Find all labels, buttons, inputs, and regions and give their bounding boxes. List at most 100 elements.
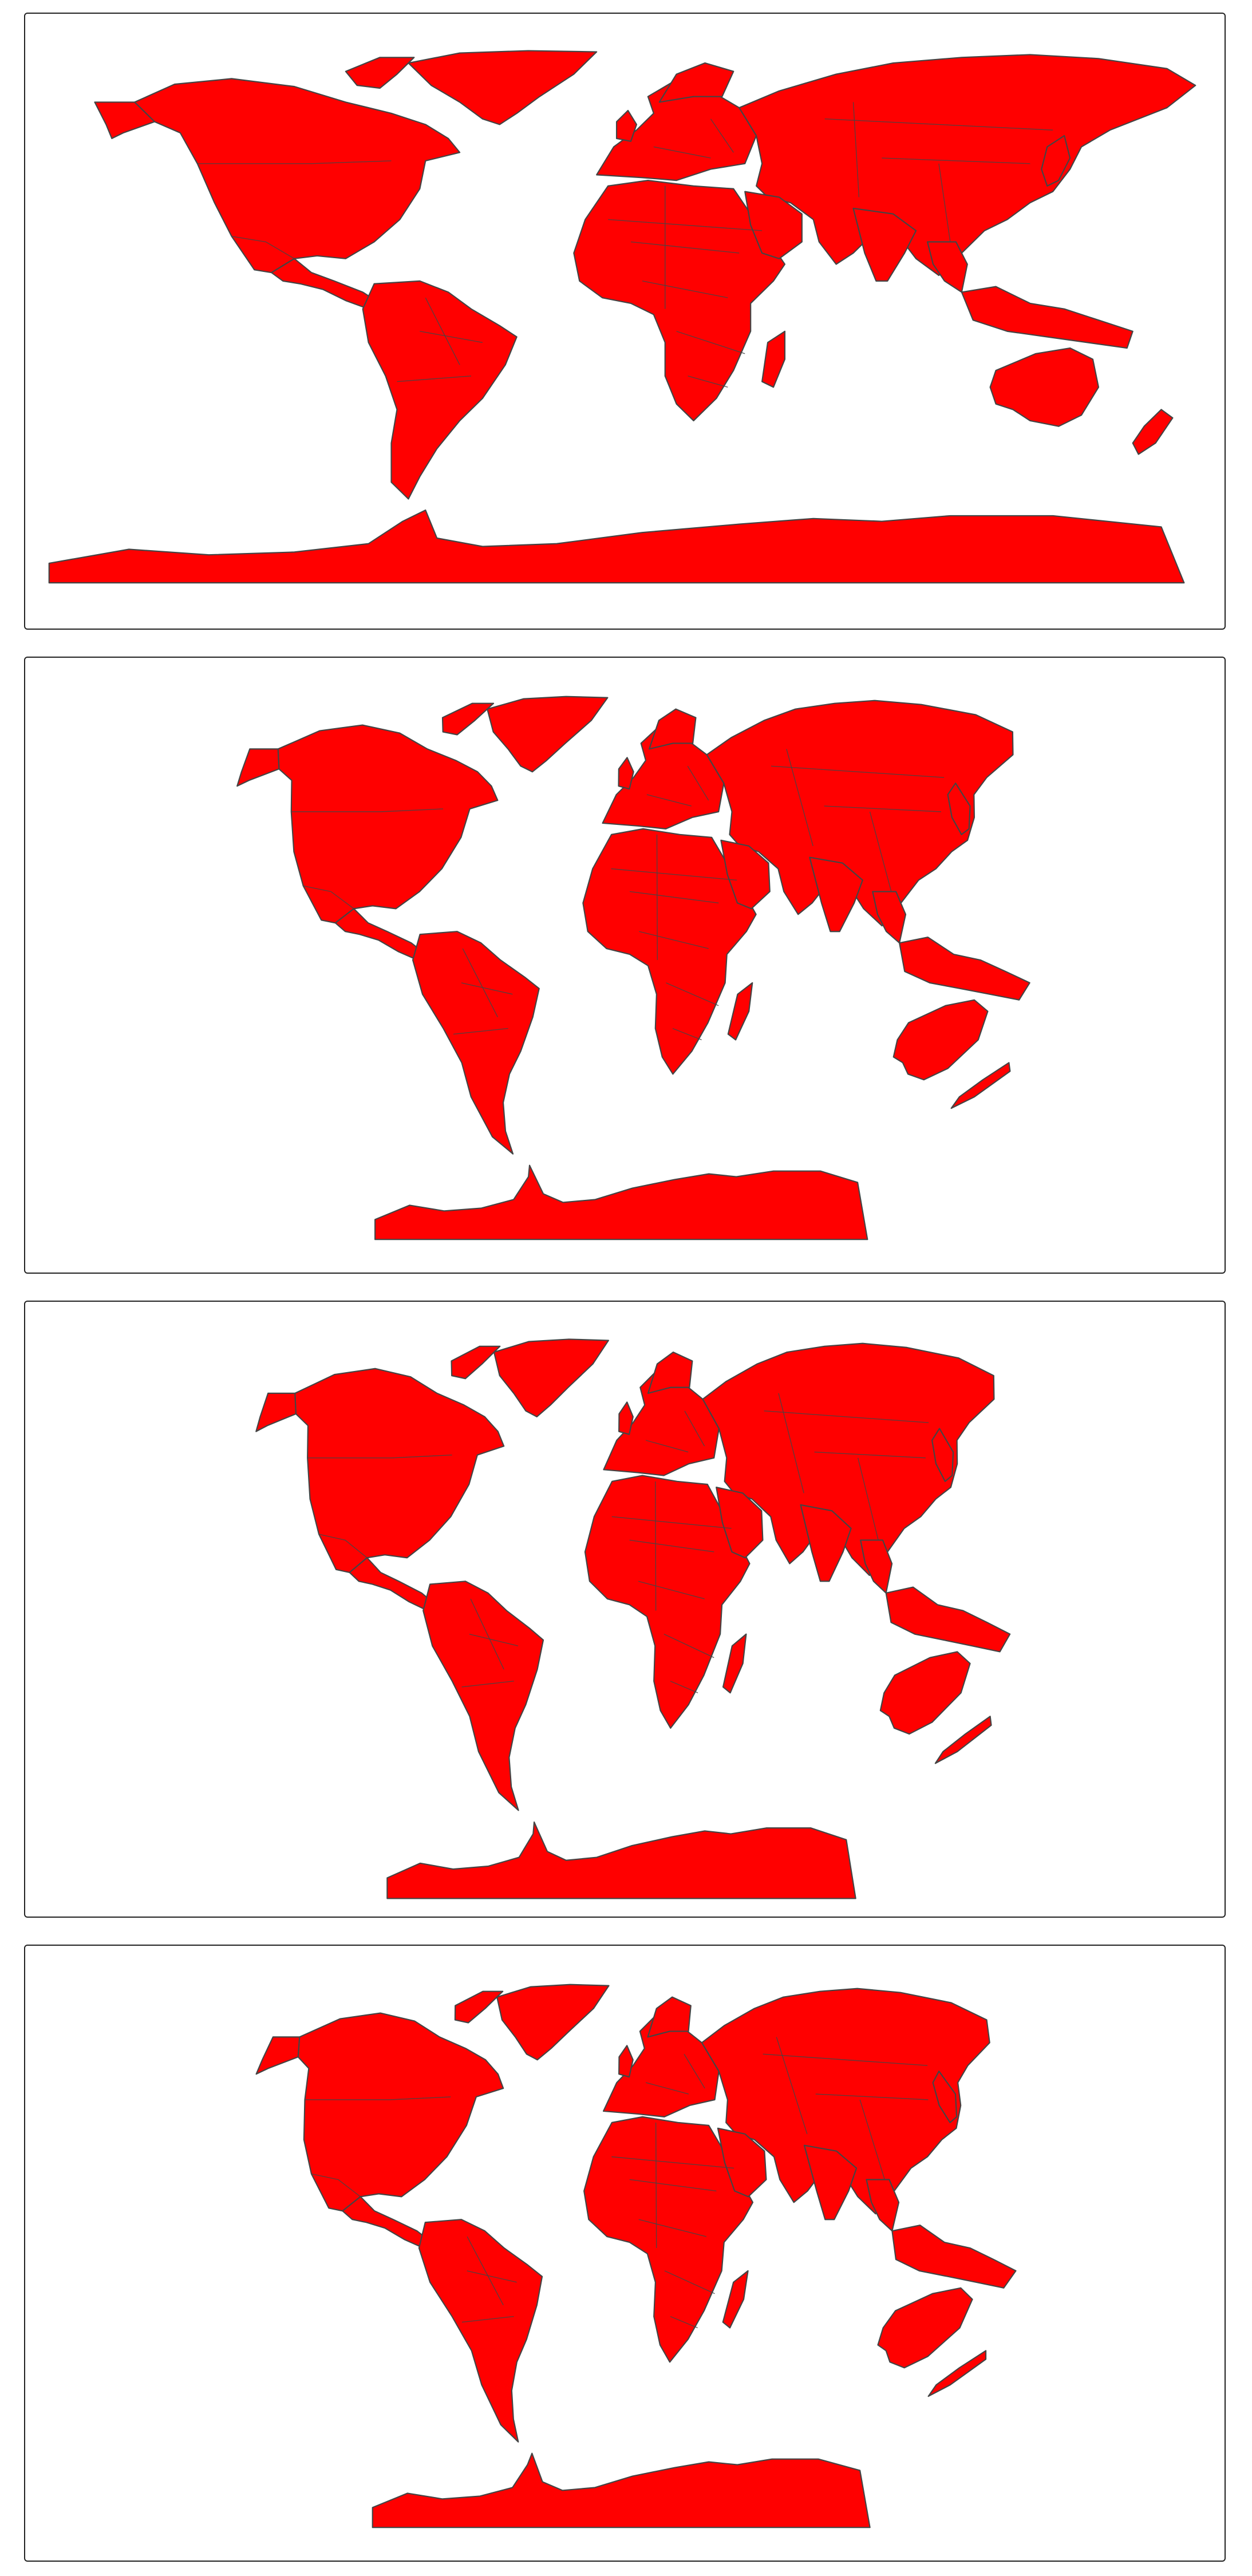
landmass-asia [738,54,1196,276]
map-panel-1 [24,13,1226,630]
landmass-south-america [362,280,518,500]
landmass-asia [702,1342,995,1577]
country-border [687,765,709,801]
landmass-alaska-tail [94,101,156,139]
landmass-greenland [487,696,609,773]
country-border [307,1455,452,1459]
landmass-japan [931,1428,954,1482]
landmass-north-america [134,78,461,274]
country-border [305,2096,451,2100]
country-border [869,811,892,892]
landmass-japan [1041,135,1071,187]
landmass-central-america [349,1557,437,1611]
country-border [611,1516,732,1529]
landmass-canada-islands [441,702,495,736]
country-border [461,982,513,995]
landmass-japan [947,783,971,835]
country-border [467,2270,517,2283]
landmass-europe [602,725,725,829]
landmass-greenland [493,1338,610,1418]
landmass-new-zealand [950,1062,1011,1109]
landmass-indonesia [891,2225,1017,2289]
country-border [197,160,392,164]
country-border [776,2037,808,2134]
world-map [255,1338,1011,1899]
landmass-central-america [271,258,381,310]
country-border [655,2122,657,2249]
country-border [710,118,734,153]
landmass-indonesia [899,937,1030,1001]
landmass-australia [989,347,1100,427]
map-panel-4 [24,1945,1226,2562]
landmass-greenland [496,1984,610,2061]
landmass-india [803,2144,858,2221]
landmass-madagascar [761,330,786,388]
country-border [763,2053,928,2066]
country-border [684,1411,705,1447]
country-border [814,1451,926,1459]
country-border [629,2179,717,2192]
country-border [938,163,951,242]
country-border [764,1410,929,1423]
country-border [653,146,711,159]
landmass-uk [615,109,638,142]
landmass-central-america [334,908,427,961]
country-border [469,1633,519,1646]
landmass-scandinavia [649,708,697,750]
landmass-north-america [277,724,499,924]
landmass-uk [618,757,634,790]
landmass-scandinavia [647,1351,693,1394]
landmass-canada-islands [451,1345,501,1380]
country-border [425,297,460,365]
country-border [852,102,860,197]
country-border [882,157,1030,164]
country-border [771,765,945,778]
country-border [670,1681,698,1693]
country-border [470,1598,504,1670]
landmass-india [800,1504,852,1582]
landmass-australia [892,999,989,1081]
landmass-scandinavia [647,1996,692,2038]
world-map [255,1984,1017,2528]
country-border [672,1028,702,1041]
landmass-greenland [408,50,598,125]
country-border [688,376,728,388]
country-border [858,1457,879,1540]
country-border [420,331,483,343]
landmass-antarctica [374,1164,868,1240]
landmass-scandinavia [658,62,734,103]
landmass-new-zealand [1132,409,1174,455]
country-border [638,2219,706,2237]
country-border [859,2099,885,2180]
landmass-europe [603,1369,720,1476]
landmass-alaska-tail [236,748,280,787]
country-border [824,805,941,812]
landmass-europe [602,2013,720,2117]
country-border [676,331,745,354]
country-border [645,2082,689,2095]
landmass-new-zealand [934,1716,992,1764]
landmass-uk [618,2045,634,2078]
landmass-new-zealand [927,2350,987,2397]
country-border [786,749,813,846]
world-map [48,50,1196,584]
landmass-canada-islands [454,1990,504,2024]
landmass-europe [596,79,757,181]
country-border [663,1634,714,1658]
landmass-madagascar [722,2270,749,2329]
landmass-madagascar [727,982,753,1041]
map-panel-3 [24,1301,1226,1918]
landmass-alaska-tail [255,1392,297,1432]
landmass-antarctica [386,1821,856,1899]
world-map [236,696,1030,1240]
country-border [397,376,472,382]
country-border [824,118,1053,131]
landmass-alaska-tail [255,2036,301,2075]
country-border [467,2236,504,2305]
country-border [462,948,498,1017]
country-border [630,241,740,254]
country-border [318,1534,368,1558]
landmass-india [809,856,863,933]
country-border [666,982,719,1006]
landmass-australia [879,1651,971,1735]
